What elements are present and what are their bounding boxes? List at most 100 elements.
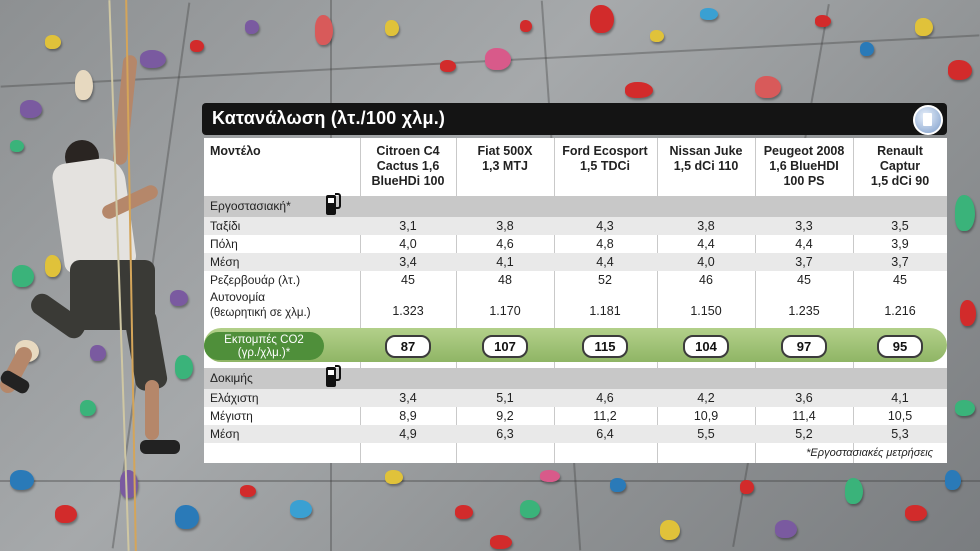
model-header-line: Nissan Juke bbox=[669, 144, 743, 158]
table-row: Μέση 4,9 6,3 6,4 5,5 5,2 5,3 bbox=[204, 425, 947, 443]
panel-title: Κατανάλωση (λτ./100 χλμ.) bbox=[212, 108, 446, 128]
row-label: Πόλη bbox=[210, 237, 238, 251]
table-cell: 5,5 bbox=[697, 427, 715, 441]
co2-value-pill: 87 bbox=[385, 335, 431, 358]
factory-section-label: Εργοστασιακή* bbox=[210, 199, 291, 213]
table-cell: 3,8 bbox=[697, 219, 715, 233]
autonomy-cell: 1.323 bbox=[392, 304, 424, 318]
model-header-line: 1,5 TDCi bbox=[579, 159, 630, 173]
table-cell: 4,8 bbox=[596, 237, 614, 251]
table-cell: 6,4 bbox=[596, 427, 614, 441]
table-cell: 8,9 bbox=[399, 409, 417, 423]
fuel-pump-icon bbox=[326, 193, 341, 215]
autonomy-sublabel: (θεωρητική σε χλμ.) bbox=[210, 307, 311, 319]
table-cell: 4,6 bbox=[596, 391, 614, 405]
table-cell: 46 bbox=[699, 273, 713, 287]
model-header-line: Ford Ecosport bbox=[562, 144, 648, 158]
table-cell: 4,4 bbox=[596, 255, 614, 269]
model-header-6: Renault Captur 1,5 dCi 90 bbox=[850, 144, 950, 189]
model-header-line: 1,5 dCi 90 bbox=[870, 174, 930, 188]
autonomy-cell: 1.150 bbox=[690, 304, 722, 318]
co2-value-pill: 104 bbox=[683, 335, 729, 358]
table-cell: 4,0 bbox=[697, 255, 715, 269]
table-cell: 6,3 bbox=[496, 427, 514, 441]
model-header-1: Citroen C4 Cactus 1,6 BlueHDi 100 bbox=[358, 144, 458, 189]
climber-figure bbox=[0, 0, 200, 551]
model-header-line: Peugeot 2008 bbox=[763, 144, 845, 158]
co2-label-line1: Εκπομπές CO2 bbox=[224, 334, 304, 346]
table-cell: 3,4 bbox=[399, 255, 417, 269]
model-header-line: Cactus 1,6 bbox=[376, 159, 440, 173]
table-row: Μέση 3,4 4,1 4,4 4,0 3,7 3,7 bbox=[204, 253, 947, 271]
model-header-line: Citroen C4 bbox=[376, 144, 440, 158]
test-section-label: Δοκιμής bbox=[210, 371, 253, 385]
table-cell: 4,4 bbox=[795, 237, 813, 251]
co2-value-pill: 97 bbox=[781, 335, 827, 358]
table-cell: 3,1 bbox=[399, 219, 417, 233]
co2-value-pill: 107 bbox=[482, 335, 528, 358]
co2-label: Εκπομπές CO2 (γρ./χλμ.)* bbox=[204, 332, 324, 360]
autonomy-cell: 1.216 bbox=[884, 304, 916, 318]
model-header-3: Ford Ecosport 1,5 TDCi bbox=[555, 144, 655, 174]
table-cell: 10,9 bbox=[693, 409, 719, 423]
model-header-line: Captur bbox=[879, 159, 921, 173]
table-cell: 3,7 bbox=[891, 255, 909, 269]
table-cell: 5,3 bbox=[891, 427, 909, 441]
table-cell: 52 bbox=[598, 273, 612, 287]
table-cell: 4,1 bbox=[891, 391, 909, 405]
autonomy-cell: 1.235 bbox=[788, 304, 820, 318]
model-header-2: Fiat 500X 1,3 MTJ bbox=[455, 144, 555, 174]
table-cell: 4,2 bbox=[697, 391, 715, 405]
row-label: Μέση bbox=[210, 255, 240, 269]
table-cell: 9,2 bbox=[496, 409, 514, 423]
autonomy-row: Αυτονομία (θεωρητική σε χλμ.) bbox=[204, 288, 947, 326]
table-cell: 3,7 bbox=[795, 255, 813, 269]
table-row: Ταξίδι 3,1 3,8 4,3 3,8 3,3 3,5 bbox=[204, 217, 947, 235]
model-header-line: BlueHDi 100 bbox=[371, 174, 445, 188]
table-cell: 45 bbox=[893, 273, 907, 287]
row-label: Ελάχιστη bbox=[210, 391, 259, 405]
autonomy-label: Αυτονομία bbox=[210, 290, 266, 304]
table-row: Μέγιστη 8,9 9,2 11,2 10,9 11,4 10,5 bbox=[204, 407, 947, 425]
title-bar: Κατανάλωση (λτ./100 χλμ.) bbox=[202, 103, 947, 135]
model-header-line: 1,5 dCi 110 bbox=[673, 159, 739, 173]
row-label: Μέγιστη bbox=[210, 409, 253, 423]
model-header-line: Renault bbox=[877, 144, 923, 158]
table-cell: 45 bbox=[797, 273, 811, 287]
table-cell: 3,9 bbox=[891, 237, 909, 251]
table-cell: 4,1 bbox=[496, 255, 514, 269]
table-cell: 10,5 bbox=[887, 409, 913, 423]
model-header-line: 100 PS bbox=[783, 174, 825, 188]
table-cell: 3,4 bbox=[399, 391, 417, 405]
table-cell: 5,1 bbox=[496, 391, 514, 405]
model-header-line: Fiat 500X bbox=[477, 144, 533, 158]
table-cell: 4,4 bbox=[697, 237, 715, 251]
fuel-pump-icon bbox=[913, 105, 943, 135]
fuel-pump-icon bbox=[326, 365, 341, 387]
table-cell: 4,6 bbox=[496, 237, 514, 251]
co2-emissions-band: Εκπομπές CO2 (γρ./χλμ.)* 87 107 115 104 97 95 bbox=[204, 328, 947, 362]
table-cell: 4,3 bbox=[596, 219, 614, 233]
fuel-consumption-panel: Κατανάλωση (λτ./100 χλμ.) Μοντέλο Citroe… bbox=[202, 100, 947, 465]
row-label: Ταξίδι bbox=[210, 219, 241, 233]
table-row: Ρεζερβουάρ (λτ.) 45 48 52 46 45 45 bbox=[204, 271, 947, 289]
table-cell: 4,0 bbox=[399, 237, 417, 251]
model-header-4: Nissan Juke 1,5 dCi 110 bbox=[656, 144, 756, 174]
model-header-line: 1,6 BlueHDI bbox=[769, 159, 839, 173]
table-cell: 3,3 bbox=[795, 219, 813, 233]
row-label: Ρεζερβουάρ (λτ.) bbox=[210, 273, 301, 287]
row-label: Μέση bbox=[210, 427, 240, 441]
table-cell: 5,2 bbox=[795, 427, 813, 441]
table-cell: 48 bbox=[498, 273, 512, 287]
table-cell: 11,2 bbox=[593, 409, 617, 423]
table-cell: 45 bbox=[401, 273, 415, 287]
footnote: *Εργοστασιακές μετρήσεις bbox=[806, 447, 933, 459]
test-section-header: Δοκιμής bbox=[204, 365, 947, 389]
model-column-header: Μοντέλο bbox=[210, 144, 261, 158]
co2-label-line2: (γρ./χλμ.)* bbox=[237, 347, 291, 359]
model-header-line: 1,3 MTJ bbox=[482, 159, 528, 173]
table-cell: 3,5 bbox=[891, 219, 909, 233]
autonomy-cell: 1.170 bbox=[489, 304, 521, 318]
consumption-table: Μοντέλο Citroen C4 Cactus 1,6 BlueHDi 100 F… bbox=[204, 138, 947, 463]
table-cell: 4,9 bbox=[399, 427, 417, 441]
